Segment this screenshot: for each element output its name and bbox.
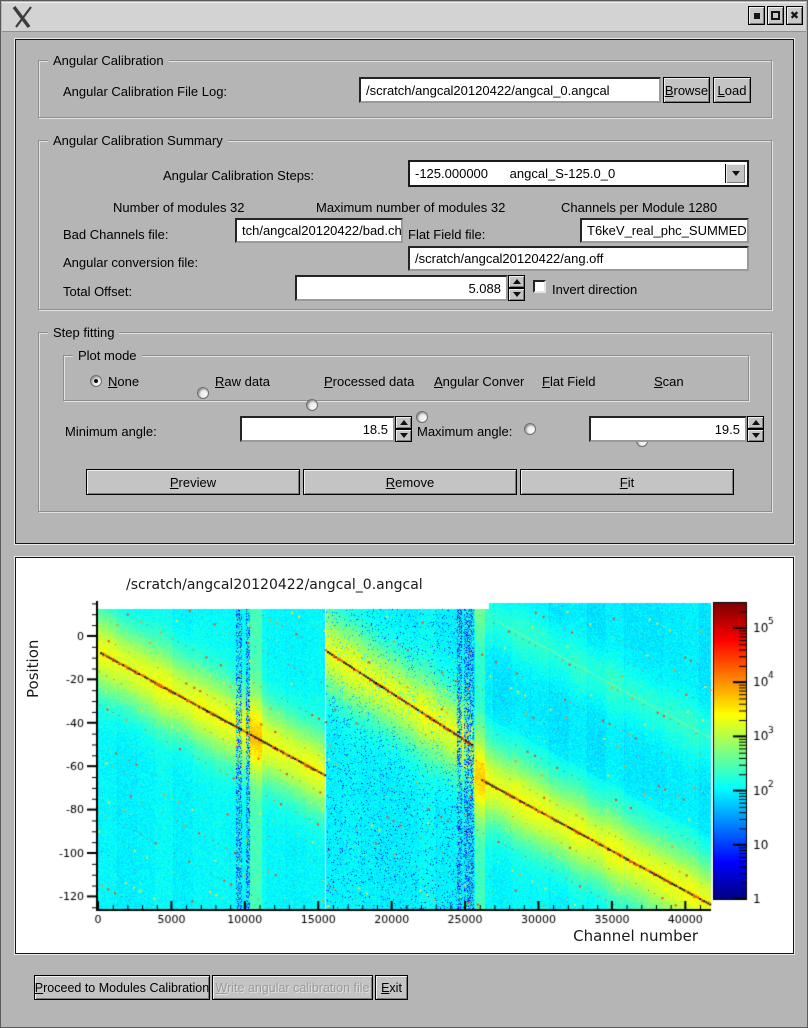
plot-title: /scratch/angcal20120422/angcal_0.angcal — [126, 577, 423, 593]
maximum-angle-input[interactable]: 19.5 — [589, 416, 747, 442]
flat-field-label: Flat Field file: — [408, 227, 486, 242]
total-offset-stepper — [508, 275, 525, 301]
maximize-button[interactable] — [767, 6, 784, 25]
radio-angular-conversion-label[interactable]: Angular Conver — [434, 374, 525, 389]
close-icon: ✖ — [789, 9, 800, 22]
x11-logo-icon — [11, 5, 33, 33]
radio-flat-field-label[interactable]: Flat Field — [542, 374, 596, 389]
step-fitting-group: Step fitting Plot mode None Raw data Pro… — [38, 325, 772, 512]
radio-raw-data-label[interactable]: Raw data — [215, 374, 270, 389]
num-modules-label: Number of modules 32 — [113, 200, 245, 215]
step-fitting-group-label: Step fitting — [48, 325, 120, 340]
radio-raw-data[interactable] — [197, 387, 209, 399]
calibration-form-panel: Angular Calibration Angular Calibration … — [15, 39, 794, 544]
browse-button[interactable]: Browse — [663, 77, 710, 103]
exit-button[interactable]: Exit — [375, 975, 408, 1000]
minimum-angle-input[interactable]: 18.5 — [240, 416, 395, 442]
bad-channels-input[interactable]: tch/angcal20120422/bad.chan — [235, 218, 403, 243]
steps-label: Angular Calibration Steps: — [163, 168, 315, 183]
radio-processed-data[interactable] — [306, 399, 318, 411]
file-log-input[interactable]: /scratch/angcal20120422/angcal_0.angcal — [359, 77, 661, 103]
maximum-angle-down-button[interactable] — [747, 429, 764, 442]
write-angular-calibration-file-button[interactable]: Write angular calibration file — [212, 975, 373, 1000]
flat-field-input[interactable]: T6keV_real_phc_SUMMED.raw — [580, 218, 749, 243]
invert-direction-checkbox[interactable] — [533, 280, 546, 293]
plot-panel: /scratch/angcal20120422/angcal_0.angcal … — [15, 557, 794, 954]
radio-none-label[interactable]: None — [108, 374, 140, 389]
radio-processed-data-label[interactable]: Processed data — [324, 374, 415, 389]
maximum-angle-label: Maximum angle: — [417, 424, 513, 439]
plot-x-axis-label: Channel number — [573, 927, 698, 945]
arrow-up-icon — [512, 279, 521, 284]
invert-direction-label[interactable]: Invert direction — [552, 282, 638, 297]
maximum-angle-up-button[interactable] — [747, 416, 764, 429]
arrow-up-icon — [751, 420, 760, 425]
proceed-to-modules-calibration-button[interactable]: Proceed to Modules Calibration — [34, 975, 210, 1000]
ang-conv-input[interactable]: /scratch/angcal20120422/ang.off — [408, 246, 749, 271]
combo-dropdown-button[interactable] — [725, 164, 745, 183]
total-offset-label: Total Offset: — [63, 284, 133, 299]
titlebar[interactable]: ✖ — [2, 2, 806, 32]
summary-group: Angular Calibration Summary Angular Cali… — [38, 133, 772, 310]
radio-none[interactable] — [90, 375, 102, 387]
ang-conv-label: Angular conversion file: — [63, 255, 199, 270]
summary-group-label: Angular Calibration Summary — [48, 133, 228, 148]
plot-mode-group-label: Plot mode — [73, 348, 142, 363]
max-modules-label: Maximum number of modules 32 — [316, 200, 506, 215]
bad-channels-label: Bad Channels file: — [63, 227, 169, 242]
maximum-angle-stepper — [747, 416, 764, 442]
angular-calibration-group: Angular Calibration Angular Calibration … — [38, 53, 772, 118]
minimum-angle-label: Minimum angle: — [65, 424, 157, 439]
arrow-down-icon — [512, 292, 521, 297]
arrow-up-icon — [399, 420, 408, 425]
total-offset-input[interactable]: 5.088 — [295, 275, 508, 301]
channels-per-module-label: Channels per Module 1280 — [561, 200, 718, 215]
steps-combobox[interactable]: -125.000000 angcal_S-125.0_0 — [408, 160, 749, 187]
fit-button[interactable]: Fit — [520, 469, 734, 495]
angular-calibration-group-label: Angular Calibration — [48, 53, 169, 68]
calibration-heatmap-canvas — [16, 558, 793, 953]
radio-flat-field[interactable] — [524, 423, 536, 435]
load-button[interactable]: Load — [713, 77, 751, 103]
arrow-down-icon — [751, 433, 760, 438]
maximize-icon — [771, 11, 780, 20]
radio-scan-label[interactable]: Scan — [654, 374, 684, 389]
remove-button[interactable]: Remove — [303, 469, 517, 495]
chevron-down-icon — [731, 171, 740, 176]
plot-mode-group: Plot mode None Raw data Processed data A… — [63, 348, 749, 447]
total-offset-down-button[interactable] — [508, 288, 525, 301]
plot-y-axis-label: Position — [24, 639, 42, 698]
close-button[interactable]: ✖ — [786, 6, 803, 25]
total-offset-up-button[interactable] — [508, 275, 525, 288]
minimize-button[interactable] — [748, 6, 765, 25]
radio-angular-conversion[interactable] — [416, 411, 428, 423]
minimum-angle-up-button[interactable] — [395, 416, 412, 429]
minimum-angle-down-button[interactable] — [395, 429, 412, 442]
minimum-angle-stepper — [395, 416, 412, 442]
minimize-icon — [753, 12, 760, 19]
preview-button[interactable]: Preview — [86, 469, 300, 495]
file-log-label: Angular Calibration File Log: — [63, 84, 228, 99]
arrow-down-icon — [399, 433, 408, 438]
